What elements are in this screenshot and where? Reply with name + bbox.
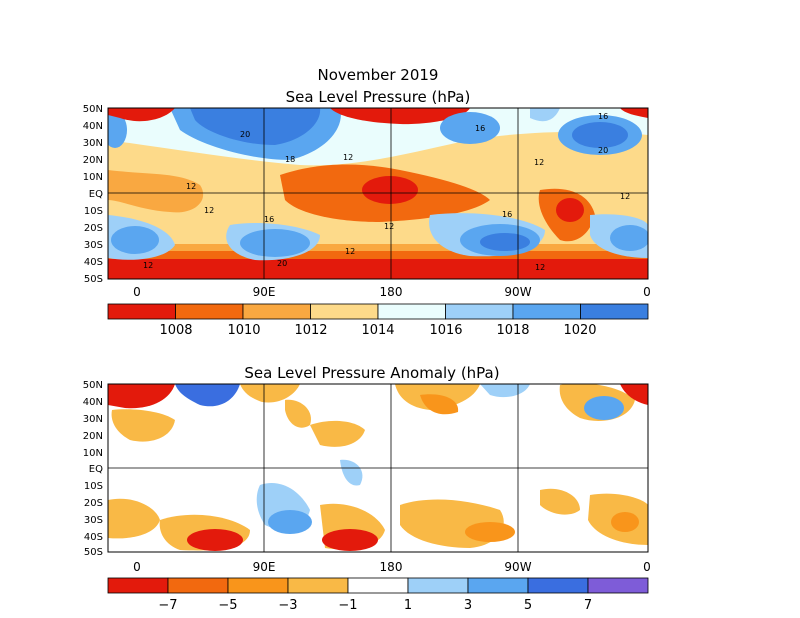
colorbar-label: 1020: [563, 323, 596, 338]
lat-label: 10S: [84, 481, 103, 492]
colorbar-swatch: [287, 577, 349, 594]
lon-label: 90E: [253, 560, 276, 574]
colorbar-label: 1018: [496, 323, 529, 338]
lat-label: 40N: [83, 121, 103, 132]
lon-label: 0: [643, 560, 651, 574]
colorbar-label: −1: [338, 598, 357, 613]
lat-label: 20S: [84, 498, 103, 509]
colorbar-swatch: [587, 577, 649, 594]
colorbar-label: −3: [278, 598, 297, 613]
lat-label: 50S: [84, 274, 103, 285]
contour-label: 12: [343, 153, 353, 162]
top-lon-labels: 0 90E 180 90W 0: [133, 285, 651, 299]
colorbar-label: 1012: [294, 323, 327, 338]
lat-label: 40S: [84, 532, 103, 543]
top-contour-labels: 20 16 16 20 18 12 12 12 12 12 16 16 12 1…: [143, 112, 630, 272]
lon-label: 90E: [253, 285, 276, 299]
colorbar-swatch: [527, 577, 589, 594]
lat-label: 20S: [84, 223, 103, 234]
lon-label: 0: [133, 560, 141, 574]
contour-label: 16: [264, 215, 274, 224]
lon-label: 0: [133, 285, 141, 299]
top-map: [108, 108, 648, 279]
top-colorbar: [107, 303, 649, 320]
top-colorbar-labels: 1008 1010 1012 1014 1016 1018 1020: [159, 323, 596, 338]
contour-label: 12: [186, 182, 196, 191]
colorbar-swatch: [242, 303, 311, 320]
bottom-lat-labels: 50N 40N 30N 20N 10N EQ 10S 20S 30S 40S 5…: [83, 380, 103, 558]
contour-label: 12: [535, 263, 545, 272]
lat-label: 40N: [83, 397, 103, 408]
colorbar-swatch: [107, 303, 176, 320]
lat-label: 10N: [83, 448, 103, 459]
colorbar-swatch: [347, 577, 409, 594]
colorbar-label: 1: [404, 598, 412, 613]
colorbar-label: −5: [218, 598, 237, 613]
bottom-map: [108, 384, 648, 552]
colorbar-label: 3: [464, 598, 472, 613]
lat-label: 20N: [83, 155, 103, 166]
contour-label: 16: [598, 112, 608, 121]
top-lat-labels: 50N 40N 30N 20N 10N EQ 10S 20S 30S 40S 5…: [83, 104, 103, 285]
lat-label: 50N: [83, 380, 103, 391]
colorbar-swatch: [512, 303, 581, 320]
contour-label: 20: [277, 259, 287, 268]
colorbar-label: −7: [158, 598, 177, 613]
colorbar-swatch: [467, 577, 529, 594]
colorbar-label: 7: [584, 598, 592, 613]
bottom-colorbar: [107, 577, 649, 594]
colorbar-label: 1010: [227, 323, 260, 338]
colorbar-swatch: [580, 303, 649, 320]
colorbar-swatch: [310, 303, 379, 320]
colorbar-label: 1008: [159, 323, 192, 338]
contour-label: 20: [240, 130, 250, 139]
top-title-line1: November 2019: [318, 66, 439, 84]
colorbar-swatch: [107, 577, 169, 594]
top-title-line2: Sea Level Pressure (hPa): [286, 88, 471, 106]
lat-label: 30N: [83, 138, 103, 149]
lat-label: 50S: [84, 547, 103, 558]
colorbar-swatch: [227, 577, 289, 594]
colorbar-swatch: [445, 303, 514, 320]
bottom-map-frame: [107, 383, 649, 553]
colorbar-swatch: [175, 303, 244, 320]
lon-label: 90W: [504, 285, 531, 299]
contour-label: 20: [598, 146, 608, 155]
contour-label: 12: [620, 192, 630, 201]
contour-label: 16: [502, 210, 512, 219]
colorbar-label: 1014: [361, 323, 394, 338]
lat-label: EQ: [89, 189, 103, 200]
lat-label: 30N: [83, 414, 103, 425]
lon-label: 0: [643, 285, 651, 299]
colorbar-label: 5: [524, 598, 532, 613]
colorbar-swatch: [407, 577, 469, 594]
bottom-colorbar-labels: −7 −5 −3 −1 1 3 5 7: [158, 598, 592, 613]
contour-label: 12: [384, 222, 394, 231]
lat-label: 10N: [83, 172, 103, 183]
lon-label: 180: [380, 285, 403, 299]
lat-label: 40S: [84, 257, 103, 268]
colorbar-swatch: [167, 577, 229, 594]
bottom-lon-labels: 0 90E 180 90W 0: [133, 560, 651, 574]
contour-label: 12: [345, 247, 355, 256]
contour-label: 12: [143, 261, 153, 270]
lon-label: 90W: [504, 560, 531, 574]
contour-label: 16: [475, 124, 485, 133]
lon-label: 180: [380, 560, 403, 574]
lat-label: 50N: [83, 104, 103, 115]
contour-label: 18: [285, 155, 295, 164]
colorbar-swatch: [377, 303, 446, 320]
colorbar-label: 1016: [429, 323, 462, 338]
contour-label: 12: [534, 158, 544, 167]
lat-label: 30S: [84, 515, 103, 526]
lat-label: EQ: [89, 464, 103, 475]
bottom-title: Sea Level Pressure Anomaly (hPa): [244, 364, 499, 382]
lat-label: 10S: [84, 206, 103, 217]
contour-label: 12: [204, 206, 214, 215]
lat-label: 30S: [84, 240, 103, 251]
lat-label: 20N: [83, 431, 103, 442]
top-map-frame: [107, 107, 649, 280]
